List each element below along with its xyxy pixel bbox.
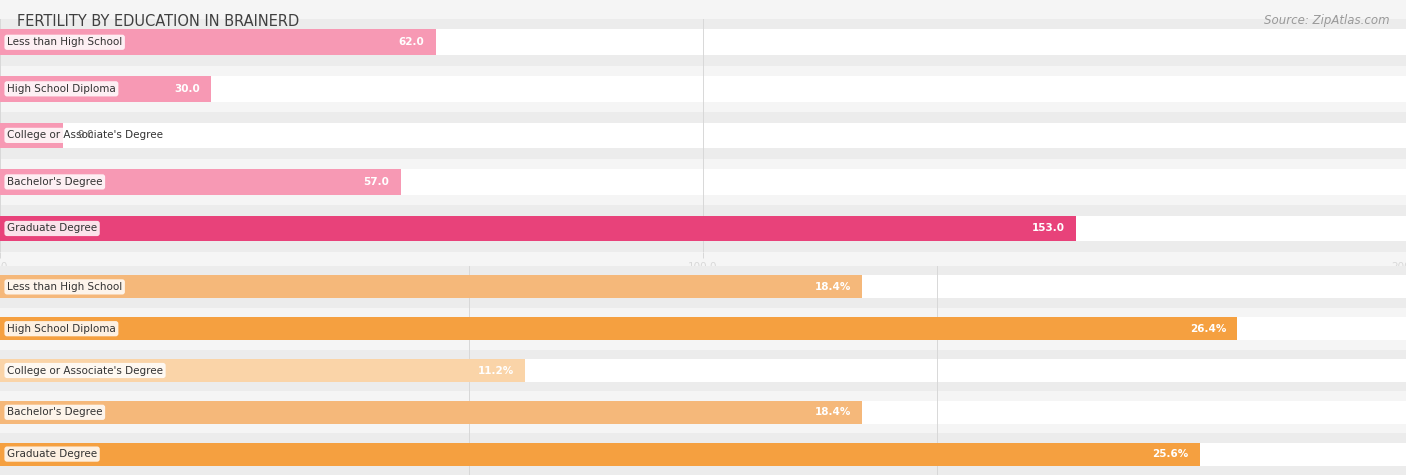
Text: College or Associate's Degree: College or Associate's Degree xyxy=(7,365,163,376)
Text: 25.6%: 25.6% xyxy=(1153,449,1188,459)
Text: 11.2%: 11.2% xyxy=(478,365,513,376)
Bar xyxy=(0,359,1406,382)
Text: Less than High School: Less than High School xyxy=(7,282,122,292)
Bar xyxy=(0,123,63,148)
Text: High School Diploma: High School Diploma xyxy=(7,323,115,334)
Bar xyxy=(0,350,1406,391)
Text: FERTILITY BY EDUCATION IN BRAINERD: FERTILITY BY EDUCATION IN BRAINERD xyxy=(17,14,299,29)
Text: 26.4%: 26.4% xyxy=(1189,323,1226,334)
Bar xyxy=(0,29,436,55)
Text: 57.0: 57.0 xyxy=(364,177,389,187)
Text: 18.4%: 18.4% xyxy=(814,282,851,292)
Bar xyxy=(0,169,401,195)
Bar xyxy=(0,443,1406,466)
Text: High School Diploma: High School Diploma xyxy=(7,84,115,94)
Bar xyxy=(0,401,862,424)
Text: Graduate Degree: Graduate Degree xyxy=(7,223,97,234)
Bar xyxy=(0,359,524,382)
Bar xyxy=(0,276,1406,298)
Bar xyxy=(0,112,1406,159)
Bar xyxy=(0,216,1076,241)
Bar xyxy=(0,391,1406,433)
Bar xyxy=(0,76,1406,102)
Bar xyxy=(0,123,1406,148)
Text: 18.4%: 18.4% xyxy=(814,407,851,418)
Bar xyxy=(0,433,1406,475)
Text: 30.0: 30.0 xyxy=(174,84,200,94)
Bar xyxy=(0,66,1406,112)
Text: Bachelor's Degree: Bachelor's Degree xyxy=(7,177,103,187)
Text: Less than High School: Less than High School xyxy=(7,37,122,48)
Bar xyxy=(0,169,1406,195)
Bar xyxy=(0,401,1406,424)
Bar xyxy=(0,29,1406,55)
Bar xyxy=(0,317,1406,340)
Text: Bachelor's Degree: Bachelor's Degree xyxy=(7,407,103,418)
Text: 153.0: 153.0 xyxy=(1032,223,1064,234)
Text: College or Associate's Degree: College or Associate's Degree xyxy=(7,130,163,141)
Bar xyxy=(0,19,1406,66)
Bar xyxy=(0,443,1199,466)
Text: Graduate Degree: Graduate Degree xyxy=(7,449,97,459)
Text: Source: ZipAtlas.com: Source: ZipAtlas.com xyxy=(1264,14,1389,27)
Text: 62.0: 62.0 xyxy=(399,37,425,48)
Bar xyxy=(0,76,211,102)
Bar xyxy=(0,266,1406,308)
Bar xyxy=(0,159,1406,205)
Bar xyxy=(0,216,1406,241)
Bar xyxy=(0,317,1237,340)
Text: 9.0: 9.0 xyxy=(77,130,94,141)
Bar xyxy=(0,205,1406,252)
Bar xyxy=(0,276,862,298)
Bar xyxy=(0,308,1406,350)
